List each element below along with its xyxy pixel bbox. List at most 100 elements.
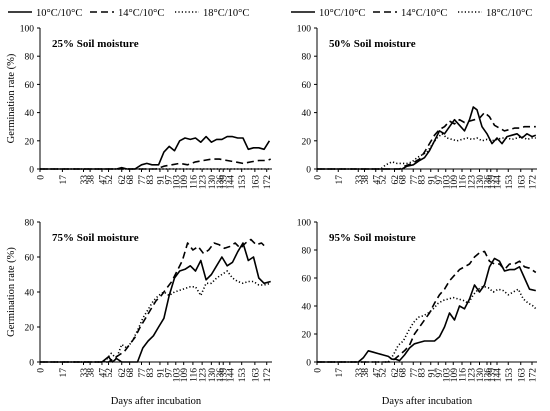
x-tick-label: 130: [476, 368, 486, 383]
x-tick-label: 91: [156, 368, 166, 378]
x-tick-label: 97: [435, 175, 445, 185]
x-tick-label: 38: [361, 175, 371, 185]
x-tick-label: 153: [505, 368, 515, 383]
x-tick-label: 123: [467, 175, 477, 190]
y-tick-label: 40: [302, 109, 312, 119]
x-tick-label: 38: [361, 368, 371, 378]
x-tick-label: 38: [87, 368, 97, 378]
x-tick-label: 163: [517, 368, 527, 383]
x-tick-label: 68: [399, 368, 409, 378]
legend: 10°C/10°C 14°C/10°C 18°C/10°C: [8, 8, 249, 19]
y-tick-label: 60: [25, 254, 35, 264]
x-tick-label: 33: [80, 175, 90, 185]
legend-label: 10°C/10°C: [319, 8, 365, 19]
x-tick-label: 62: [118, 368, 128, 378]
x-tick-label: 139: [220, 368, 230, 383]
x-tick-label: 116: [189, 175, 199, 189]
panel-title: 50% Soil moisture: [329, 38, 416, 50]
x-tick-label: 17: [59, 368, 69, 378]
y-tick-label: 0: [306, 166, 311, 176]
x-tick-label: 0: [37, 175, 47, 180]
y-tick-label: 80: [302, 247, 312, 257]
x-tick-label: 136: [484, 368, 494, 383]
x-tick-label: 153: [238, 368, 248, 383]
series-line-solid: [317, 106, 537, 170]
panel-title: 25% Soil moisture: [52, 38, 139, 50]
series-line-dotted: [40, 270, 271, 363]
x-tick-label: 0: [314, 368, 324, 373]
y-tick-label: 40: [302, 303, 312, 313]
x-tick-label: 17: [59, 175, 69, 185]
x-tick-label: 77: [138, 368, 148, 378]
x-tick-label: 0: [37, 368, 47, 373]
y-tick-label: 80: [302, 53, 312, 63]
series-line-dotted: [317, 285, 537, 363]
x-tick-label: 103: [172, 175, 182, 190]
x-tick-label: 91: [427, 368, 437, 378]
series-line-solid: [40, 242, 271, 363]
legend: 10°C/10°C 14°C/10°C 18°C/10°C: [291, 8, 532, 19]
x-tick-label: 68: [126, 175, 136, 185]
x-tick-label: 77: [410, 368, 420, 378]
series-line-solid: [40, 135, 271, 170]
x-tick-label: 163: [251, 368, 261, 383]
x-tick-label: 91: [427, 175, 437, 185]
y-tick-label: 40: [25, 289, 35, 299]
x-tick-label: 109: [450, 368, 460, 383]
y-axis-label: Germination rate (%): [6, 53, 17, 143]
series-line-solid: [317, 257, 536, 363]
x-tick-label: 52: [379, 175, 389, 185]
x-tick-label: 77: [138, 175, 148, 185]
y-tick-label: 20: [25, 324, 35, 334]
y-tick-label: 60: [302, 275, 312, 285]
x-tick-label: 47: [98, 175, 108, 185]
legend-label: 14°C/10°C: [118, 8, 164, 19]
x-tick-label: 83: [146, 175, 156, 185]
series-line-dashed: [317, 111, 536, 170]
x-tick-label: 68: [399, 175, 409, 185]
x-tick-label: 17: [335, 368, 345, 378]
y-tick-label: 100: [297, 219, 312, 229]
x-tick-label: 163: [517, 175, 527, 190]
x-tick-label: 68: [126, 368, 136, 378]
panel-title: 75% Soil moisture: [52, 232, 139, 244]
x-tick-label: 109: [450, 175, 460, 190]
x-tick-label: 62: [118, 175, 128, 185]
x-tick-label: 38: [87, 175, 97, 185]
y-tick-label: 0: [306, 359, 311, 369]
x-tick-label: 144: [226, 175, 236, 190]
x-tick-label: 103: [442, 175, 452, 190]
x-tick-label: 136: [484, 175, 494, 190]
series-line-dashed: [317, 250, 537, 363]
x-tick-label: 33: [355, 368, 365, 378]
x-tick-label: 62: [391, 175, 401, 185]
y-tick-label: 20: [25, 137, 35, 147]
y-tick-label: 0: [29, 166, 34, 176]
y-tick-label: 20: [302, 331, 312, 341]
x-tick-label: 109: [180, 175, 190, 190]
y-axis-label: Germination rate (%): [6, 247, 17, 337]
x-tick-label: 47: [98, 368, 108, 378]
x-tick-label: 144: [226, 368, 236, 383]
x-tick-label: 97: [435, 368, 445, 378]
x-tick-label: 52: [105, 175, 115, 185]
x-tick-label: 109: [180, 368, 190, 383]
x-tick-label: 103: [172, 368, 182, 383]
x-tick-label: 130: [476, 175, 486, 190]
x-tick-label: 83: [146, 368, 156, 378]
x-tick-label: 0: [314, 175, 324, 180]
x-tick-label: 139: [487, 368, 497, 383]
legend-label: 18°C/10°C: [203, 8, 249, 19]
x-tick-label: 33: [80, 368, 90, 378]
y-tick-label: 100: [20, 25, 35, 35]
x-tick-label: 62: [391, 368, 401, 378]
series-line-dashed: [40, 158, 271, 170]
x-tick-label: 116: [189, 368, 199, 382]
x-tick-label: 172: [529, 368, 539, 383]
x-tick-label: 123: [199, 175, 209, 190]
x-tick-label: 136: [216, 368, 226, 383]
x-tick-label: 144: [494, 175, 504, 190]
